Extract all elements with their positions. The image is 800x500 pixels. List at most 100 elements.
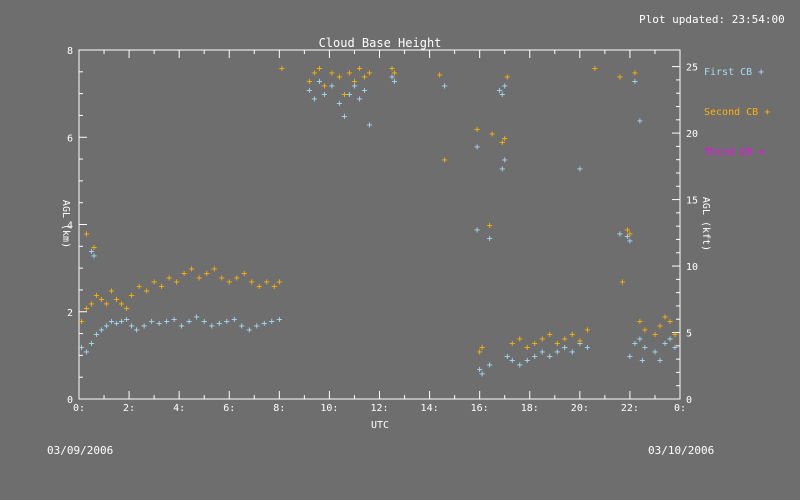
x-tick-label: 12: [370, 403, 388, 414]
cb-point-1: + [134, 325, 140, 336]
x-axis: 0: 2: 4: 6: 8: 10: 12: 14: 16: 18: 20: 22: 0: [73, 50, 686, 414]
cb-point-2: + [91, 242, 97, 253]
cb-point-2: + [189, 264, 195, 275]
cb-point-2: + [366, 68, 372, 79]
cb-point-2: + [662, 312, 668, 323]
x-tick-label: 10: [320, 403, 338, 414]
cb-point-1: + [186, 316, 192, 327]
cb-point-1: + [479, 369, 485, 380]
cb-point-2: + [99, 295, 105, 306]
cb-point-2: + [89, 299, 95, 310]
cb-point-1: + [224, 316, 230, 327]
cb-point-2: + [569, 330, 575, 341]
cb-point-1: + [311, 94, 317, 105]
cb-point-1: + [109, 316, 115, 327]
cb-point-2: + [264, 277, 270, 288]
cb-point-1: + [269, 316, 275, 327]
x-tick-label: 22: [621, 403, 639, 414]
cb-point-1: + [246, 325, 252, 336]
cb-point-2: + [129, 290, 135, 301]
y-axis-label-left: AGL (km) [60, 200, 71, 248]
cb-point-1: + [657, 356, 663, 367]
cb-point-2: + [652, 330, 658, 341]
cb-point-2: + [276, 277, 282, 288]
cb-point-1: + [356, 94, 362, 105]
y-tick-label: 4 [67, 221, 73, 232]
cb-point-1: + [517, 360, 523, 371]
cb-point-2: + [249, 277, 255, 288]
cb-point-1: + [624, 231, 630, 242]
cb-point-1: + [497, 85, 503, 96]
cb-point-2: + [632, 68, 638, 79]
cb-point-2: + [271, 282, 277, 293]
cb-point-1: + [477, 364, 483, 375]
cb-point-1: + [254, 321, 260, 332]
cb-point-2: + [321, 81, 327, 92]
cb-point-1: + [361, 85, 367, 96]
cb-point-1: + [627, 236, 633, 247]
cb-point-1: + [474, 225, 480, 236]
y-right-tick-label: 10 [686, 262, 698, 273]
cb-point-1: + [632, 77, 638, 88]
cb-point-1: + [366, 120, 372, 131]
cb-point-2: + [532, 338, 538, 349]
cb-point-1: + [532, 351, 538, 362]
cb-point-2: + [166, 273, 172, 284]
cb-point-2: + [624, 225, 630, 236]
cb-point-1: + [487, 234, 493, 245]
cb-point-2: + [489, 129, 495, 140]
y-right-tick-label: 15 [686, 196, 698, 207]
cb-point-1: + [632, 338, 638, 349]
x-tick-label: 20: [571, 403, 589, 414]
cb-point-2: + [474, 125, 480, 136]
cb-point-1: + [156, 319, 162, 330]
cb-point-2: + [83, 229, 89, 240]
cb-point-1: + [89, 247, 95, 258]
cb-point-2: + [174, 277, 180, 288]
x-tick-label: 16: [471, 403, 489, 414]
cb-point-1: + [499, 90, 505, 101]
cb-point-2: + [487, 221, 493, 232]
cb-point-2: + [479, 343, 485, 354]
cb-point-1: + [539, 347, 545, 358]
cb-point-1: + [584, 343, 590, 354]
cb-point-2: + [94, 290, 100, 301]
data-points: + + + + + + + + + + + + + + + + + + + + + + + + + + + + + + + + + + + + + + + +… [78, 63, 678, 379]
cb-point-1: + [141, 321, 147, 332]
cb-point-2: + [502, 133, 508, 144]
x-tick-label: 6: [223, 403, 235, 414]
cb-point-2: + [584, 325, 590, 336]
cb-point-1: + [171, 314, 177, 325]
cb-point-2: + [667, 316, 673, 327]
cb-point-1: + [667, 334, 673, 345]
cb-point-1: + [316, 77, 322, 88]
cb-point-2: + [547, 330, 553, 341]
cb-point-2: + [442, 155, 448, 166]
x-tick-label: 4: [173, 403, 185, 414]
cb-point-2: + [104, 299, 110, 310]
cb-point-2: + [181, 268, 187, 279]
cb-point-2: + [642, 325, 648, 336]
cb-point-2: + [346, 68, 352, 79]
cb-point-2: + [351, 77, 357, 88]
x-tick-label: 2: [123, 403, 135, 414]
cb-point-2: + [617, 72, 623, 83]
cb-point-2: + [627, 229, 633, 240]
cb-point-1: + [104, 321, 110, 332]
cb-point-1: + [577, 338, 583, 349]
cb-point-2: + [211, 264, 217, 275]
cb-point-2: + [517, 334, 523, 345]
cb-point-2: + [256, 282, 262, 293]
cb-point-2: + [151, 277, 157, 288]
cb-point-2: + [356, 63, 362, 74]
y-tick-label: 2 [67, 308, 73, 319]
y-right-tick-label: 25 [686, 63, 698, 74]
cb-point-1: + [306, 85, 312, 96]
y-tick-label: 0 [67, 395, 73, 406]
cb-point-1: + [562, 343, 568, 354]
cb-point-2: + [241, 268, 247, 279]
cb-point-1: + [276, 314, 282, 325]
x-tick-label: 0: [73, 403, 85, 414]
cb-point-1: + [392, 77, 398, 88]
cb-point-1: + [99, 325, 105, 336]
